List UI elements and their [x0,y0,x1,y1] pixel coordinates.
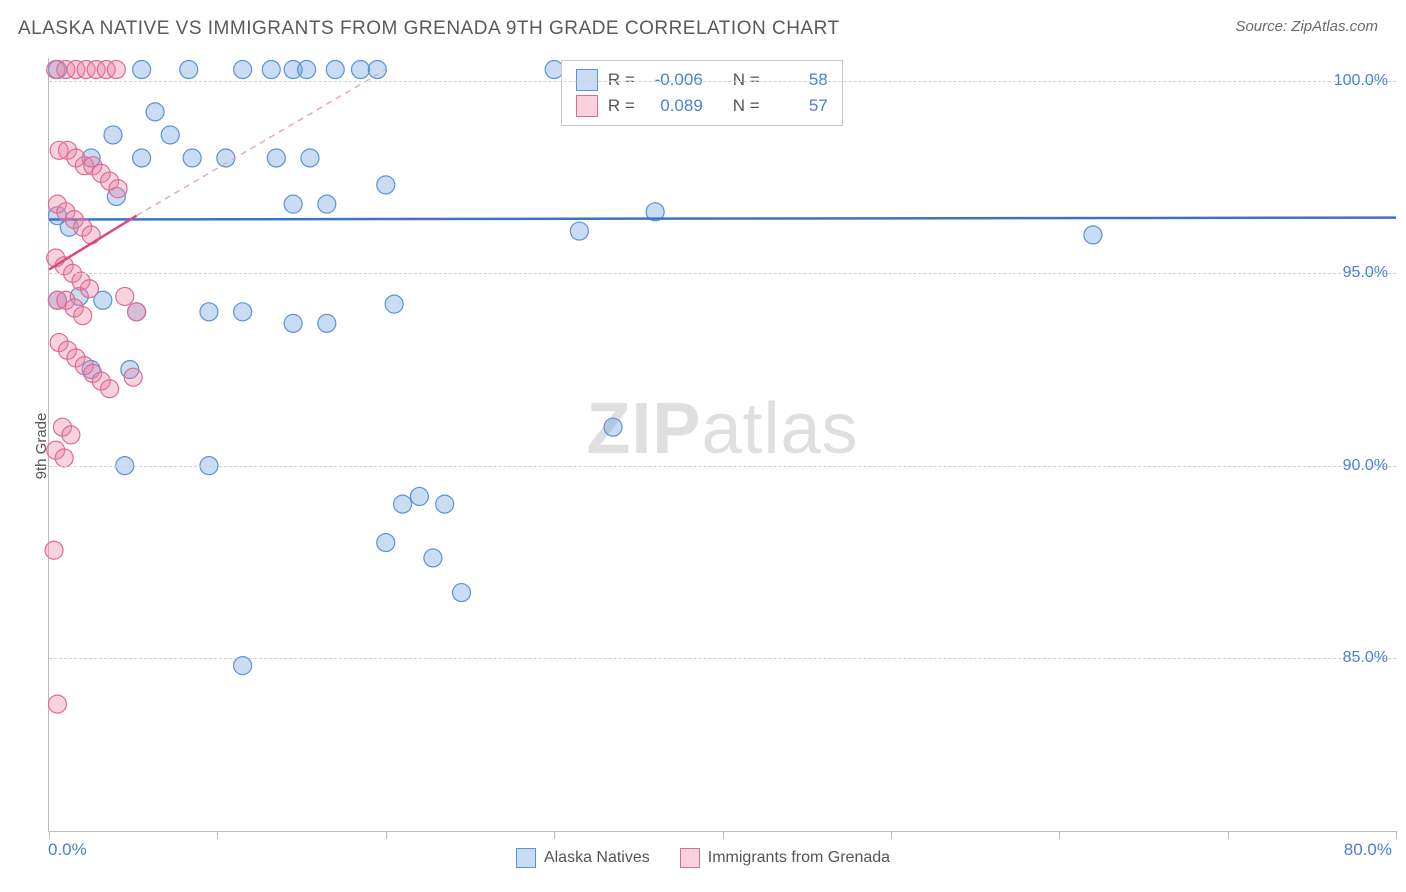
scatter-point [200,303,218,321]
scatter-point [234,303,252,321]
y-tick-label: 95.0% [1343,264,1388,282]
stats-n-label: N = [733,70,760,90]
scatter-point [74,307,92,325]
x-tick [217,831,218,839]
x-tick [386,831,387,839]
stats-legend-box: R = -0.006 N = 58 R = 0.089 N = 57 [561,60,843,126]
stats-r-value: 0.089 [645,96,703,116]
scatter-point [116,287,134,305]
bottom-legend: Alaska Natives Immigrants from Grenada [0,848,1406,868]
legend-swatch-icon [680,848,700,868]
stats-n-label: N = [733,96,760,116]
y-tick-label: 100.0% [1334,72,1388,90]
scatter-point [410,487,428,505]
stats-row: R = -0.006 N = 58 [576,67,828,93]
scatter-point [109,180,127,198]
scatter-point [298,61,316,79]
scatter-point [104,126,122,144]
scatter-point [351,61,369,79]
scatter-point [377,176,395,194]
x-tick [1396,831,1397,839]
legend-label: Immigrants from Grenada [708,849,890,867]
scatter-point [318,195,336,213]
scatter-point [133,61,151,79]
x-tick [554,831,555,839]
x-tick [49,831,50,839]
scatter-point [1084,226,1102,244]
chart-title: ALASKA NATIVE VS IMMIGRANTS FROM GRENADA… [18,18,840,40]
gridline-h [49,81,1396,82]
scatter-point [318,314,336,332]
source-label: Source: ZipAtlas.com [1235,18,1378,35]
x-tick [723,831,724,839]
scatter-point [124,368,142,386]
scatter-point [107,61,125,79]
scatter-point [262,61,280,79]
x-tick [891,831,892,839]
legend-swatch-icon [516,848,536,868]
scatter-point [234,61,252,79]
scatter-point [161,126,179,144]
scatter-point [394,495,412,513]
legend-label: Alaska Natives [544,849,650,867]
gridline-h [49,658,1396,659]
scatter-point [385,295,403,313]
scatter-point [45,541,63,559]
scatter-point [180,61,198,79]
stats-r-label: R = [608,70,635,90]
trend-line [49,218,1396,220]
scatter-point [326,61,344,79]
scatter-point [55,449,73,467]
stats-swatch-icon [576,69,598,91]
scatter-point [424,549,442,567]
stats-row: R = 0.089 N = 57 [576,93,828,119]
scatter-point [48,695,66,713]
scatter-point [62,426,80,444]
scatter-point [267,149,285,167]
y-tick-label: 85.0% [1343,649,1388,667]
x-tick [1059,831,1060,839]
scatter-point [570,222,588,240]
gridline-h [49,273,1396,274]
scatter-point [146,103,164,121]
stats-n-value: 57 [770,96,828,116]
scatter-point [284,195,302,213]
scatter-point [604,418,622,436]
legend-item: Immigrants from Grenada [680,848,890,868]
y-tick-label: 90.0% [1343,457,1388,475]
scatter-point [436,495,454,513]
stats-r-label: R = [608,96,635,116]
scatter-point [101,380,119,398]
scatter-point [183,149,201,167]
scatter-point [234,657,252,675]
scatter-point [80,280,98,298]
legend-item: Alaska Natives [516,848,650,868]
scatter-plot-svg [49,58,1396,831]
scatter-point [301,149,319,167]
stats-swatch-icon [576,95,598,117]
scatter-point [377,534,395,552]
stats-r-value: -0.006 [645,70,703,90]
stats-n-value: 58 [770,70,828,90]
gridline-h [49,466,1396,467]
chart-area: ZIPatlas R = -0.006 N = 58 R = 0.089 N =… [48,58,1396,832]
scatter-point [368,61,386,79]
scatter-point [284,314,302,332]
scatter-point [217,149,235,167]
x-tick [1228,831,1229,839]
scatter-point [128,303,146,321]
scatter-point [133,149,151,167]
scatter-point [453,584,471,602]
